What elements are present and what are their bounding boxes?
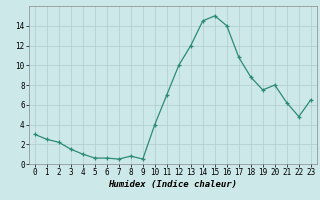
X-axis label: Humidex (Indice chaleur): Humidex (Indice chaleur) bbox=[108, 180, 237, 189]
